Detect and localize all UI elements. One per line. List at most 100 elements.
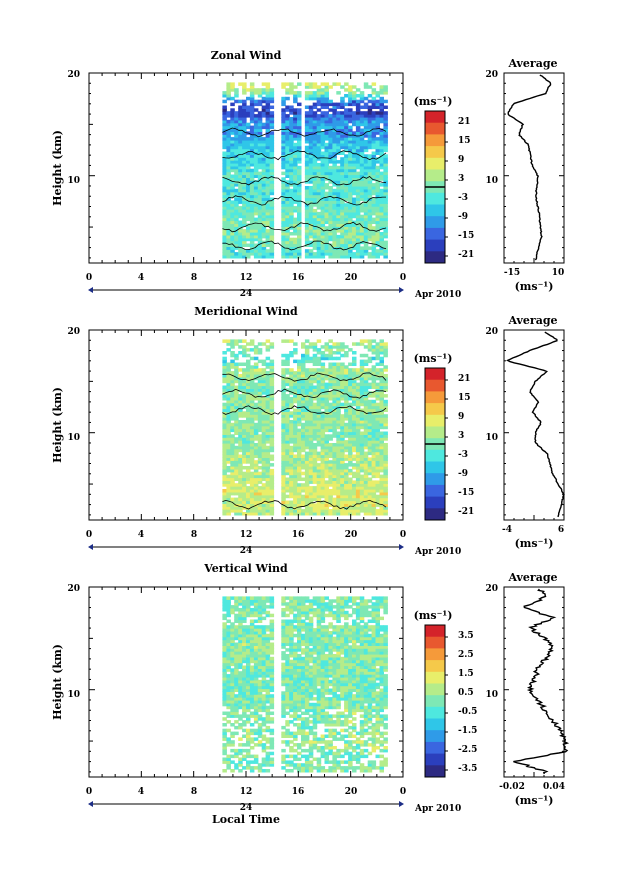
heatmap-cell bbox=[383, 163, 388, 167]
heatmap-cell bbox=[304, 111, 310, 115]
heatmap-cell bbox=[312, 105, 318, 109]
heatmap-cell bbox=[328, 371, 333, 375]
heatmap-cell bbox=[289, 486, 294, 490]
heatmap-cell bbox=[285, 356, 290, 361]
heatmap-cell bbox=[359, 119, 365, 124]
heatmap-cell bbox=[379, 246, 384, 250]
heatmap-cell bbox=[316, 394, 322, 398]
heatmap-cell bbox=[336, 211, 341, 216]
heatmap-cell bbox=[352, 180, 357, 184]
heatmap-cell bbox=[222, 356, 227, 361]
heatmap-cell bbox=[352, 382, 357, 387]
x-tick-label: 12 bbox=[240, 530, 253, 540]
heatmap-cell bbox=[352, 402, 357, 407]
heatmap-cell bbox=[253, 443, 259, 447]
heatmap-cell bbox=[312, 240, 318, 245]
heatmap-cell bbox=[261, 460, 267, 464]
heatmap-cell bbox=[340, 402, 345, 407]
heatmap-cell bbox=[359, 217, 365, 222]
heatmap-cell bbox=[352, 226, 357, 230]
heatmap-cell bbox=[320, 220, 326, 224]
heatmap-cell bbox=[340, 142, 345, 147]
heatmap-cell bbox=[242, 631, 247, 635]
heatmap-cell bbox=[304, 368, 310, 372]
heatmap-cell bbox=[289, 203, 294, 207]
heatmap-cell bbox=[242, 339, 247, 343]
heatmap-cell bbox=[336, 197, 341, 201]
heatmap-cell bbox=[383, 353, 388, 358]
heatmap-cell bbox=[379, 111, 384, 115]
heatmap-cell bbox=[222, 137, 227, 141]
heatmap-cell bbox=[320, 88, 326, 92]
heatmap-cell bbox=[222, 128, 227, 132]
heatmap-cell bbox=[222, 717, 227, 721]
heatmap-cell bbox=[249, 382, 255, 387]
heatmap-cell bbox=[234, 417, 239, 421]
heatmap-cell bbox=[324, 468, 329, 473]
heatmap-cell bbox=[289, 474, 294, 479]
heatmap-cell bbox=[359, 368, 365, 372]
heatmap-cell bbox=[355, 240, 361, 245]
heatmap-cell bbox=[257, 428, 263, 433]
heatmap-cell bbox=[304, 353, 310, 358]
heatmap-cell bbox=[281, 460, 286, 464]
heatmap-cell bbox=[301, 374, 306, 378]
heatmap-cell bbox=[293, 96, 298, 101]
heatmap-cell bbox=[249, 240, 255, 245]
heatmap-cell bbox=[249, 348, 255, 352]
heatmap-cell bbox=[375, 494, 380, 499]
heatmap-cell bbox=[269, 500, 275, 504]
heatmap-cell bbox=[297, 486, 302, 490]
heatmap-cell bbox=[281, 151, 286, 155]
heatmap-cell bbox=[226, 140, 231, 144]
heatmap-cell bbox=[289, 420, 294, 424]
heatmap-cell bbox=[285, 137, 290, 141]
heatmap-cell bbox=[320, 420, 326, 424]
heatmap-cell bbox=[308, 168, 314, 173]
heatmap-cell bbox=[253, 223, 259, 227]
heatmap-cell bbox=[269, 399, 275, 404]
heatmap-cell bbox=[371, 348, 377, 352]
heatmap-cell bbox=[371, 374, 377, 378]
average-x-tick: -4 bbox=[502, 525, 512, 535]
heatmap-cell bbox=[246, 437, 251, 441]
heatmap-cell bbox=[281, 391, 286, 395]
heatmap-cell bbox=[379, 399, 384, 404]
heatmap-cell bbox=[242, 102, 247, 107]
heatmap-cell bbox=[242, 596, 247, 600]
colorbar-segment bbox=[425, 426, 445, 439]
heatmap-cell bbox=[234, 203, 239, 207]
heatmap-cell bbox=[328, 385, 333, 389]
heatmap-cell bbox=[363, 431, 369, 435]
heatmap-cell bbox=[379, 243, 384, 247]
heatmap-cell bbox=[269, 368, 275, 372]
heatmap-cell bbox=[344, 471, 349, 476]
heatmap-cell bbox=[332, 211, 337, 216]
heatmap-cell bbox=[316, 402, 322, 407]
heatmap-cell bbox=[324, 237, 329, 242]
heatmap-cell bbox=[242, 211, 247, 216]
heatmap-cell bbox=[355, 402, 361, 407]
heatmap-cell bbox=[316, 214, 322, 219]
heatmap-cell bbox=[238, 186, 243, 190]
heatmap-cell bbox=[293, 466, 298, 470]
heatmap-cell bbox=[226, 460, 231, 464]
heatmap-cell bbox=[308, 140, 314, 144]
heatmap-cell bbox=[328, 353, 333, 358]
heatmap-cell bbox=[281, 186, 286, 190]
heatmap-cell bbox=[308, 489, 314, 493]
heatmap-cell bbox=[352, 131, 357, 135]
heatmap-cell bbox=[359, 96, 365, 101]
heatmap-cell bbox=[226, 613, 231, 618]
heatmap-cell bbox=[253, 229, 259, 233]
heatmap-cell bbox=[226, 440, 231, 444]
heatmap-cell bbox=[281, 420, 286, 424]
heatmap-cell bbox=[246, 688, 251, 692]
heatmap-cell bbox=[324, 206, 329, 210]
heatmap-cell bbox=[340, 503, 345, 507]
heatmap-cell bbox=[375, 411, 380, 415]
heatmap-cell bbox=[355, 119, 361, 124]
heatmap-cell bbox=[316, 157, 322, 161]
heatmap-cell bbox=[246, 671, 251, 675]
heatmap-cell bbox=[234, 353, 239, 358]
